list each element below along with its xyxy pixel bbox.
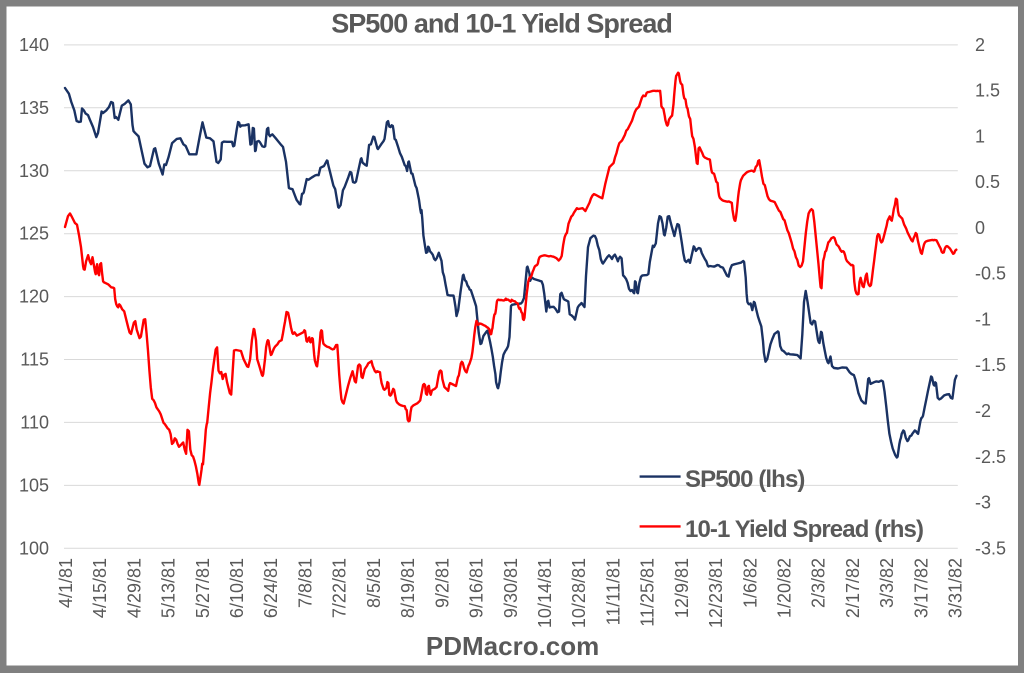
svg-text:1: 1 (975, 126, 985, 146)
svg-text:12/9/81: 12/9/81 (672, 558, 692, 618)
svg-text:3/17/82: 3/17/82 (911, 558, 931, 618)
svg-text:3/31/82: 3/31/82 (946, 558, 966, 618)
svg-text:5/27/81: 5/27/81 (193, 558, 213, 618)
svg-text:SP500 (lhs): SP500 (lhs) (685, 466, 805, 493)
svg-text:2/3/82: 2/3/82 (809, 558, 829, 608)
svg-text:100: 100 (19, 538, 49, 558)
svg-text:12/23/81: 12/23/81 (706, 558, 726, 628)
svg-text:-1.5: -1.5 (975, 355, 1006, 375)
svg-text:0.5: 0.5 (975, 172, 1000, 192)
svg-text:PDMacro.com: PDMacro.com (426, 631, 599, 661)
svg-text:6/24/81: 6/24/81 (261, 558, 281, 618)
svg-text:4/15/81: 4/15/81 (90, 558, 110, 618)
svg-text:0: 0 (975, 218, 985, 238)
svg-text:1/20/82: 1/20/82 (775, 558, 795, 618)
svg-text:-2.5: -2.5 (975, 447, 1006, 467)
svg-text:9/16/81: 9/16/81 (467, 558, 487, 618)
svg-text:-3: -3 (975, 493, 991, 513)
svg-text:105: 105 (19, 475, 49, 495)
svg-text:2: 2 (975, 35, 985, 55)
svg-text:2/17/82: 2/17/82 (843, 558, 863, 618)
svg-text:7/8/81: 7/8/81 (295, 558, 315, 608)
svg-text:140: 140 (19, 35, 49, 55)
svg-text:10/14/81: 10/14/81 (535, 558, 555, 628)
svg-text:120: 120 (19, 287, 49, 307)
svg-text:-2: -2 (975, 401, 991, 421)
svg-text:110: 110 (20, 412, 49, 432)
svg-text:8/5/81: 8/5/81 (364, 558, 384, 608)
svg-text:1/6/82: 1/6/82 (740, 558, 760, 608)
svg-text:11/25/81: 11/25/81 (638, 558, 658, 627)
svg-text:-1: -1 (975, 310, 991, 330)
svg-text:5/13/81: 5/13/81 (159, 558, 179, 618)
svg-text:4/29/81: 4/29/81 (124, 558, 144, 618)
svg-text:10-1 Yield Spread (rhs): 10-1 Yield Spread (rhs) (685, 516, 923, 543)
svg-text:11/11/81: 11/11/81 (603, 558, 623, 625)
svg-text:1.5: 1.5 (975, 81, 1000, 101)
svg-text:9/2/81: 9/2/81 (432, 558, 452, 608)
svg-text:125: 125 (19, 224, 49, 244)
svg-text:7/22/81: 7/22/81 (330, 558, 350, 618)
svg-text:-3.5: -3.5 (975, 538, 1006, 558)
svg-text:130: 130 (19, 161, 49, 181)
svg-text:3/3/82: 3/3/82 (877, 558, 897, 608)
svg-text:-0.5: -0.5 (975, 264, 1006, 284)
svg-text:SP500 and 10-1 Yield Spread: SP500 and 10-1 Yield Spread (331, 8, 672, 38)
svg-text:8/19/81: 8/19/81 (398, 558, 418, 618)
svg-text:9/30/81: 9/30/81 (501, 558, 521, 618)
svg-text:135: 135 (19, 98, 49, 118)
svg-text:10/28/81: 10/28/81 (569, 558, 589, 628)
svg-text:6/10/81: 6/10/81 (227, 558, 247, 618)
svg-text:4/1/81: 4/1/81 (56, 558, 76, 608)
svg-text:115: 115 (20, 350, 49, 370)
